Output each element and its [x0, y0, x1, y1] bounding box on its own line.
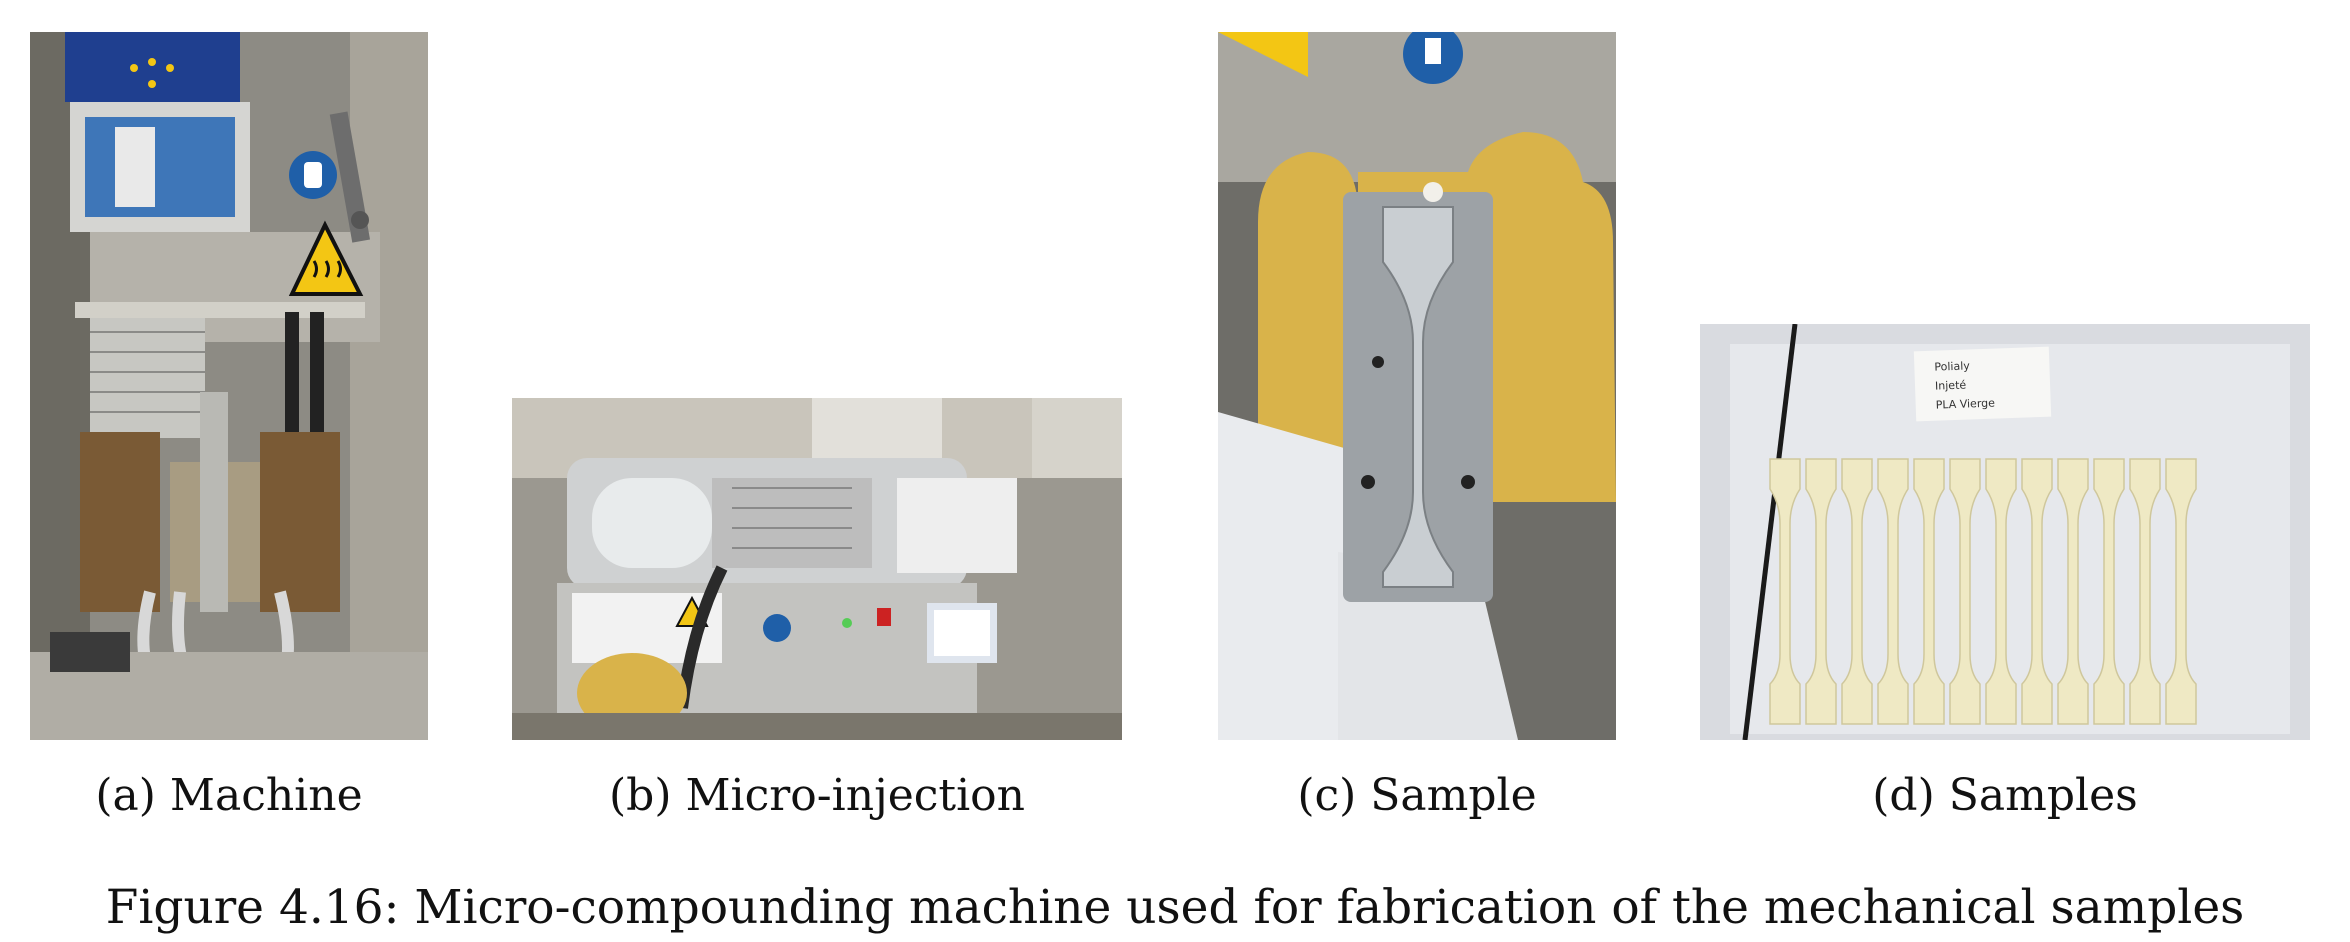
- dogbone-sample: [1841, 458, 1873, 725]
- photo-dogbone-samples: Polialy Injeté PLA Vierge: [1700, 324, 2310, 740]
- photo-sample-mold: [1218, 32, 1616, 740]
- caption-d: (d) Samples: [1872, 770, 2138, 821]
- dogbone-sample: [1913, 458, 1945, 725]
- dogbone-sample: [1985, 458, 2017, 725]
- photo-micro-injection: [512, 398, 1122, 740]
- dogbone-sample: [2057, 458, 2089, 725]
- dogbone-sample: [2021, 458, 2053, 725]
- note-line-1: Polialy: [1934, 359, 1970, 373]
- note-line-2: Injeté: [1935, 379, 1967, 393]
- figure-caption: Figure 4.16: Micro-compounding machine u…: [105, 880, 2245, 935]
- dogbone-sample: [2093, 458, 2125, 725]
- caption-a: (a) Machine: [95, 770, 363, 821]
- photo-machine: [30, 32, 428, 740]
- caption-c: (c) Sample: [1297, 770, 1537, 821]
- note-line-3: PLA Vierge: [1935, 397, 1995, 412]
- dogbone-sample: [1949, 458, 1981, 725]
- dogbone-sample: [1877, 458, 1909, 725]
- dogbone-sample: [1805, 458, 1837, 725]
- dogbone-samples: [1769, 458, 2197, 725]
- dogbone-sample: [1769, 458, 1801, 725]
- dogbone-sample: [2165, 458, 2197, 725]
- dogbone-sample: [2129, 458, 2161, 725]
- caption-b: (b) Micro-injection: [609, 770, 1025, 821]
